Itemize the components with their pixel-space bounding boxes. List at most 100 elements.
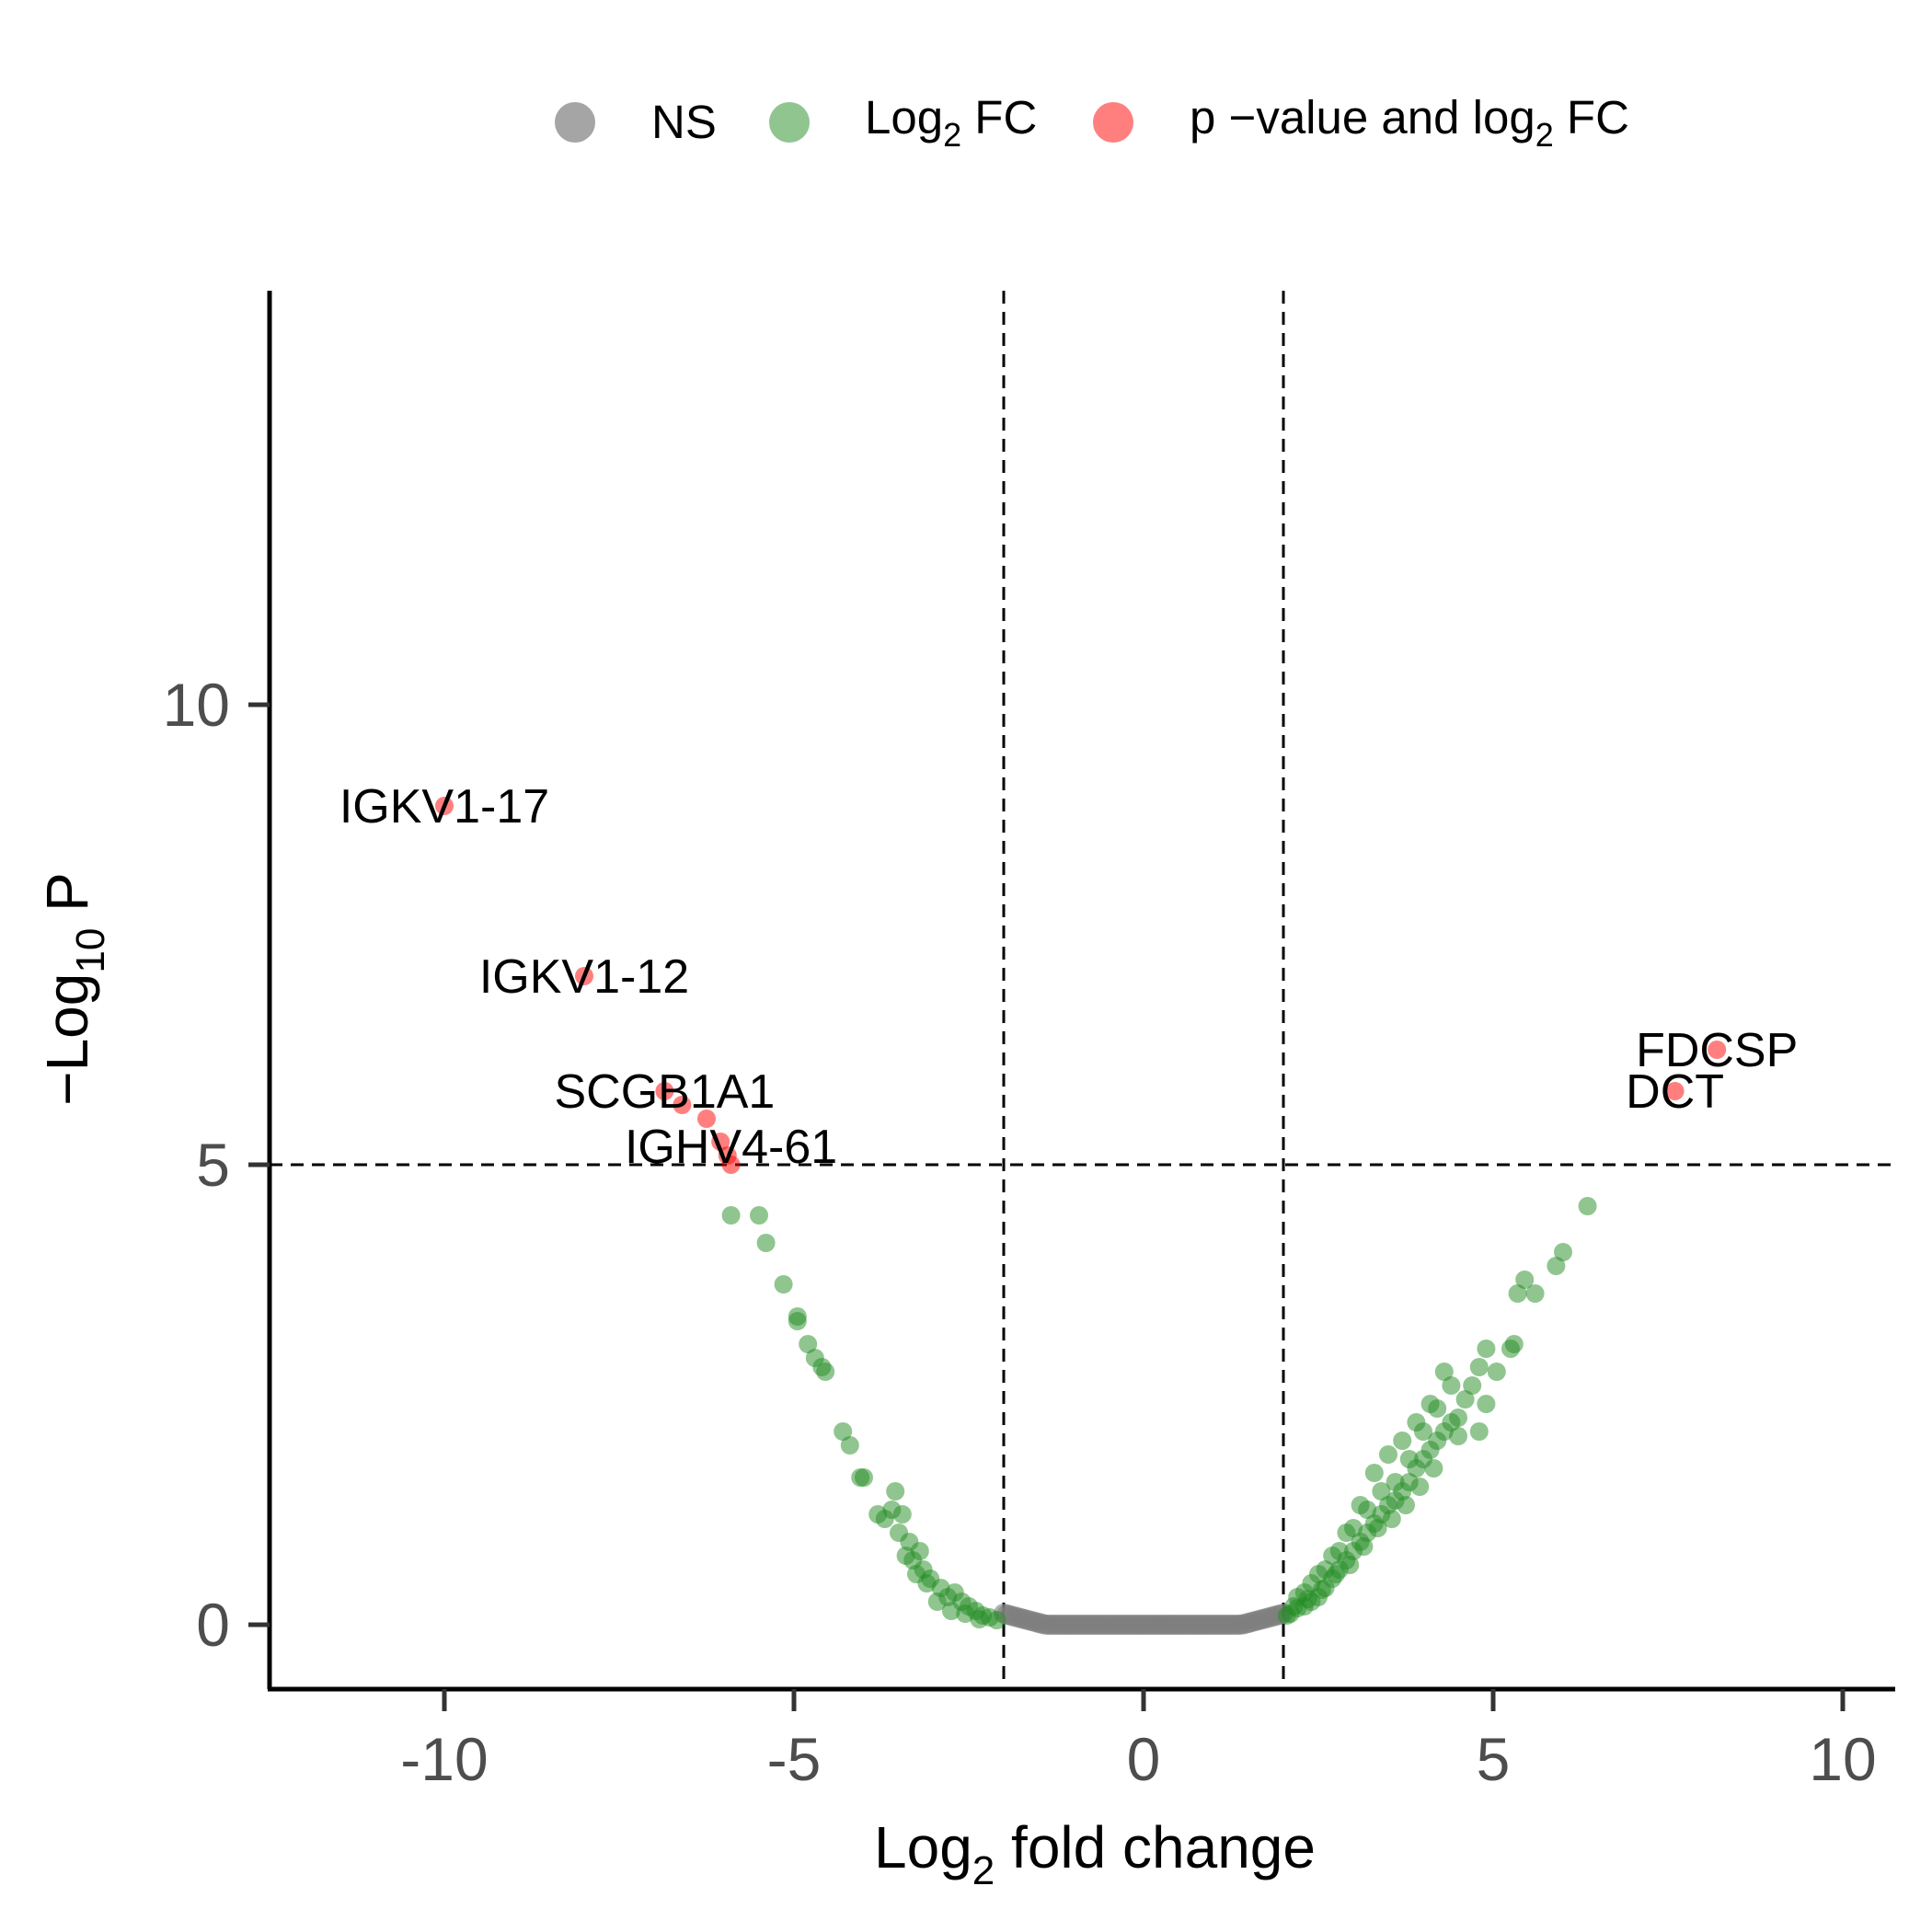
significant-point xyxy=(435,797,454,815)
fc-point xyxy=(1407,1413,1426,1432)
y-tick-label: 5 xyxy=(196,1131,230,1199)
fc-point xyxy=(1312,1581,1331,1599)
fc-point xyxy=(1554,1243,1572,1261)
fc-point xyxy=(1463,1376,1482,1395)
legend-key-fc xyxy=(769,102,810,143)
fc-point xyxy=(1469,1422,1489,1441)
x-axis-ticks: -10 -5 0 5 10 xyxy=(400,1689,1877,1793)
legend-label-fc: Log2 FC xyxy=(865,91,1037,154)
fc-point xyxy=(987,1611,1006,1629)
fc-point xyxy=(840,1436,859,1455)
fc-point xyxy=(1393,1432,1412,1450)
significant-point xyxy=(721,1156,741,1174)
fc-point xyxy=(1354,1537,1374,1556)
ns-points xyxy=(994,1604,1294,1635)
x-tick-label: 0 xyxy=(1127,1725,1161,1793)
fc-point xyxy=(1578,1197,1597,1215)
gene-label: FDCSP xyxy=(1636,1024,1798,1077)
significant-point xyxy=(697,1110,716,1128)
fc-point xyxy=(774,1275,793,1294)
fc-point xyxy=(1525,1284,1545,1303)
legend-key-ns xyxy=(555,102,595,143)
gene-label: IGKV1-12 xyxy=(479,950,689,1004)
fc-point xyxy=(907,1565,926,1583)
fc-point xyxy=(1340,1556,1360,1574)
fc-point xyxy=(1455,1390,1475,1409)
fc-point xyxy=(788,1312,807,1330)
fc-point xyxy=(1410,1478,1430,1496)
fc-point xyxy=(1298,1590,1317,1608)
significant-point xyxy=(1665,1082,1685,1100)
legend: NS Log2 FC p −value and log2 FC xyxy=(555,91,1629,154)
fc-point xyxy=(1487,1363,1506,1381)
fc-point xyxy=(956,1604,975,1623)
fc-point xyxy=(1508,1284,1527,1303)
fc-point xyxy=(1449,1427,1467,1445)
fc-point xyxy=(1399,1450,1419,1468)
fc-point xyxy=(1386,1473,1405,1491)
fc-point xyxy=(1547,1257,1566,1275)
threshold-lines xyxy=(270,291,1895,1689)
fc-point xyxy=(1323,1547,1342,1565)
x-tick-label: -5 xyxy=(767,1725,822,1793)
fc-point xyxy=(756,1234,776,1252)
fc-point xyxy=(1515,1271,1535,1289)
gene-label: SCGB1A1 xyxy=(554,1065,775,1119)
legend-key-both xyxy=(1093,102,1133,143)
fc-point xyxy=(896,1547,915,1565)
fc-point xyxy=(1477,1395,1496,1413)
gene-label: DCT xyxy=(1626,1065,1724,1119)
fc-point xyxy=(816,1363,835,1381)
fc-point xyxy=(1351,1496,1370,1514)
fc-point xyxy=(1420,1395,1440,1413)
gene-label: IGHV4-61 xyxy=(625,1121,837,1174)
x-tick-label: 10 xyxy=(1809,1725,1876,1793)
y-axis-ticks: 0 5 10 xyxy=(163,671,270,1659)
y-axis-title: −Log10 P xyxy=(34,872,113,1106)
significant-points xyxy=(435,797,1727,1174)
fc-point xyxy=(1372,1482,1391,1501)
fc-point xyxy=(1379,1445,1397,1464)
x-tick-label: 5 xyxy=(1477,1725,1511,1793)
significant-point xyxy=(575,967,593,985)
fc-point xyxy=(1442,1376,1461,1395)
fc-point xyxy=(892,1505,912,1524)
fc-point xyxy=(721,1206,741,1225)
fc-point xyxy=(1477,1340,1496,1358)
x-axis-title: Log2 fold change xyxy=(874,1814,1316,1893)
fc-point xyxy=(1424,1459,1443,1478)
fc-point xyxy=(1284,1597,1304,1616)
legend-label-ns: NS xyxy=(651,96,717,148)
significant-point xyxy=(1708,1041,1727,1059)
fc-point xyxy=(750,1206,768,1225)
fc-point xyxy=(927,1593,947,1611)
fc-point xyxy=(1449,1409,1467,1427)
fc-point xyxy=(855,1468,873,1487)
fc-points xyxy=(721,1197,1597,1629)
y-tick-label: 10 xyxy=(163,671,230,739)
fc-point xyxy=(1364,1464,1384,1482)
significant-point xyxy=(673,1096,692,1114)
fc-point xyxy=(910,1542,929,1560)
significant-point xyxy=(655,1082,674,1100)
fc-point xyxy=(942,1602,960,1620)
x-tick-label: -10 xyxy=(400,1725,488,1793)
fc-point xyxy=(1469,1358,1489,1376)
fc-point xyxy=(1397,1496,1415,1514)
fc-point xyxy=(970,1610,989,1628)
fc-point xyxy=(1337,1524,1356,1542)
significant-point xyxy=(711,1133,730,1151)
fc-point xyxy=(1309,1565,1328,1583)
y-tick-label: 0 xyxy=(196,1591,230,1659)
fc-point xyxy=(1434,1363,1454,1381)
fc-point xyxy=(1327,1565,1345,1583)
fc-point xyxy=(1382,1510,1401,1528)
fc-point xyxy=(799,1335,818,1353)
fc-point xyxy=(834,1422,853,1441)
fc-point xyxy=(1504,1335,1524,1353)
gene-label: IGKV1-17 xyxy=(339,780,549,834)
fc-point xyxy=(886,1482,905,1501)
legend-label-both: p −value and log2 FC xyxy=(1190,91,1629,154)
